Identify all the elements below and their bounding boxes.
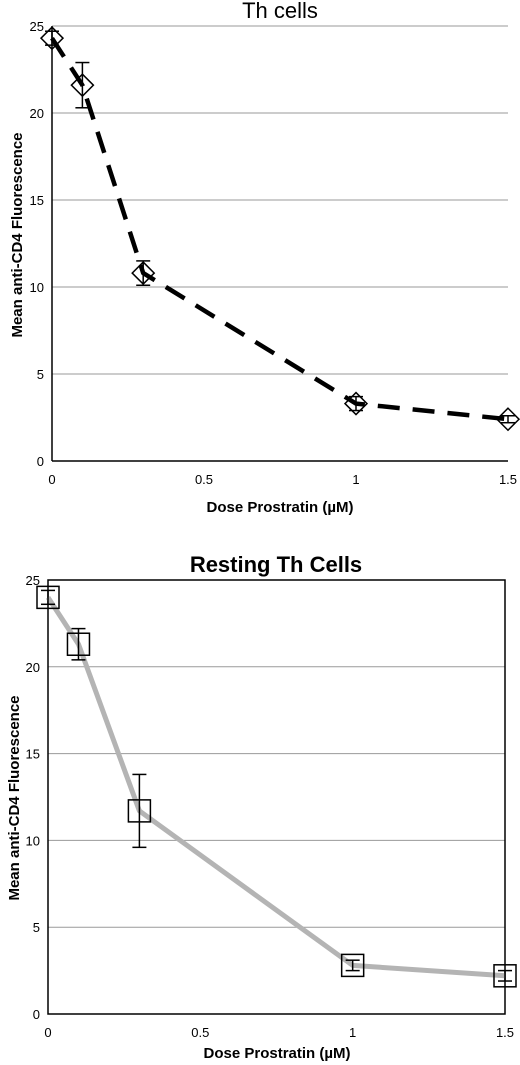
x-tick-label: 0 [48,472,55,487]
x-axis-label: Dose Prostratin (µM) [204,1045,351,1062]
data-point [343,391,369,416]
series-line [45,596,506,979]
data-point [36,585,60,610]
data-point [127,799,152,823]
chart-th-cells: Th cells Mean anti-CD4 Fluorescence Dose… [9,0,520,516]
plot-frame [47,579,506,1015]
x-tick-label: 1 [349,1025,356,1040]
data-point [39,26,65,51]
y-axis-label: Mean anti-CD4 Fluorescence [6,695,23,900]
x-tick-label: 1.5 [496,1025,514,1040]
data-point [66,632,91,656]
data-point [495,407,520,432]
x-tick-label: 0.5 [195,472,213,487]
y-tick-label: 20 [30,106,44,121]
x-tick-label: 0.5 [191,1025,209,1040]
y-axis-label: Mean anti-CD4 Fluorescence [9,132,26,337]
y-tick-label: 15 [30,193,44,208]
data-point [70,73,95,98]
y-tick-label: 15 [26,747,40,762]
data-point [131,261,156,286]
data-point [493,964,517,988]
y-tick-label: 0 [37,454,44,469]
chart-resting-th-cells: Resting Th Cells Mean anti-CD4 Fluoresce… [6,552,517,1062]
x-tick-label: 0 [44,1025,51,1040]
y-tick-label: 10 [26,833,40,848]
y-tick-label: 0 [33,1007,40,1022]
chart-title: Resting Th Cells [190,552,362,577]
chart-title: Th cells [242,0,318,23]
y-tick-label: 20 [26,660,40,675]
y-tick-label: 5 [33,920,40,935]
y-tick-label: 25 [26,573,40,588]
data-point [340,953,365,978]
y-tick-label: 5 [37,367,44,382]
y-tick-label: 10 [30,280,44,295]
y-tick-label: 25 [30,19,44,34]
x-tick-label: 1 [352,472,359,487]
series-line [50,36,509,422]
x-tick-label: 1.5 [499,472,517,487]
x-axis-label: Dose Prostratin (µM) [207,499,354,516]
